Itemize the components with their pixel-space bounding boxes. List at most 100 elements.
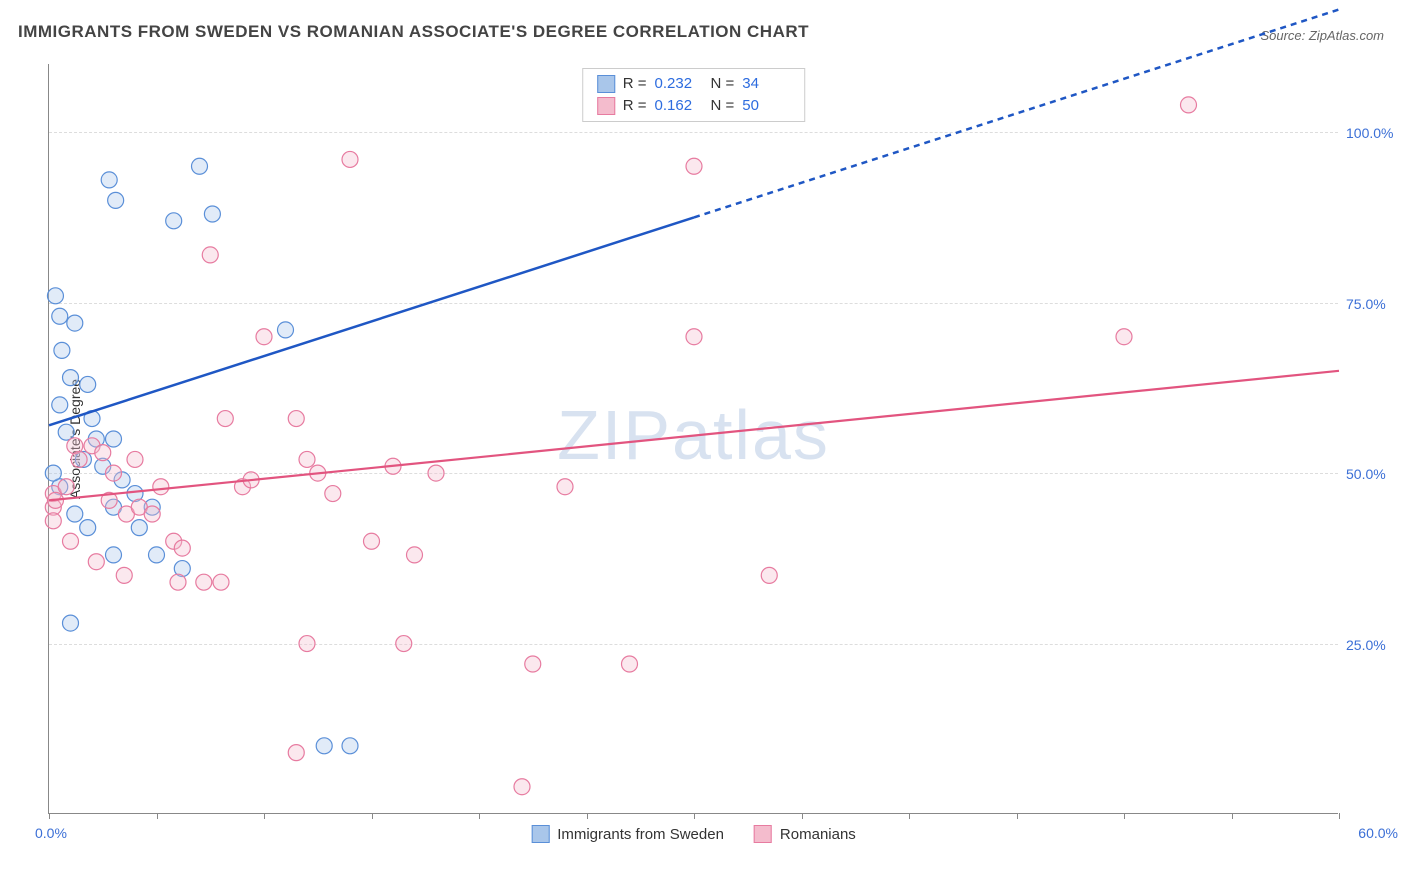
r-label: R = bbox=[623, 73, 647, 95]
x-tick bbox=[802, 813, 803, 819]
data-point bbox=[71, 451, 87, 467]
data-point bbox=[288, 745, 304, 761]
trendline-solid bbox=[49, 371, 1339, 501]
legend-label-romanians: Romanians bbox=[780, 826, 856, 843]
x-tick-label-min: 0.0% bbox=[35, 825, 67, 841]
y-tick-label: 50.0% bbox=[1346, 466, 1396, 482]
y-tick-label: 75.0% bbox=[1346, 296, 1396, 312]
data-point bbox=[106, 431, 122, 447]
stats-legend: R = 0.232 N = 34 R = 0.162 N = 50 bbox=[582, 68, 806, 122]
data-point bbox=[52, 308, 68, 324]
swatch-sweden bbox=[597, 75, 615, 93]
data-point bbox=[174, 540, 190, 556]
trendline-solid bbox=[49, 217, 694, 425]
x-tick bbox=[587, 813, 588, 819]
data-point bbox=[278, 322, 294, 338]
data-point bbox=[45, 513, 61, 529]
y-tick-label: 25.0% bbox=[1346, 637, 1396, 653]
data-point bbox=[63, 533, 79, 549]
r-label: R = bbox=[623, 95, 647, 117]
data-point bbox=[67, 506, 83, 522]
data-point bbox=[88, 554, 104, 570]
data-point bbox=[45, 465, 61, 481]
data-point bbox=[761, 567, 777, 583]
data-point bbox=[192, 158, 208, 174]
data-point bbox=[101, 172, 117, 188]
data-point bbox=[299, 636, 315, 652]
data-point bbox=[1181, 97, 1197, 113]
n-value-romanians: 50 bbox=[742, 95, 790, 117]
data-point bbox=[342, 738, 358, 754]
data-point bbox=[106, 547, 122, 563]
data-point bbox=[325, 486, 341, 502]
plot-area: Associate's Degree ZIPatlas 25.0%50.0%75… bbox=[48, 64, 1338, 814]
stats-row-sweden: R = 0.232 N = 34 bbox=[597, 73, 791, 95]
data-point bbox=[256, 329, 272, 345]
chart-title: IMMIGRANTS FROM SWEDEN VS ROMANIAN ASSOC… bbox=[18, 22, 809, 42]
x-tick bbox=[264, 813, 265, 819]
data-point bbox=[428, 465, 444, 481]
swatch-romanians bbox=[754, 825, 772, 843]
data-point bbox=[1116, 329, 1132, 345]
data-point bbox=[204, 206, 220, 222]
swatch-sweden bbox=[531, 825, 549, 843]
x-tick bbox=[1339, 813, 1340, 819]
data-point bbox=[116, 567, 132, 583]
data-point bbox=[288, 411, 304, 427]
data-point bbox=[407, 547, 423, 563]
n-label: N = bbox=[711, 95, 735, 117]
data-point bbox=[557, 479, 573, 495]
data-point bbox=[54, 342, 70, 358]
series-legend: Immigrants from Sweden Romanians bbox=[531, 825, 856, 843]
x-tick bbox=[1017, 813, 1018, 819]
legend-item-sweden: Immigrants from Sweden bbox=[531, 825, 724, 843]
x-tick bbox=[157, 813, 158, 819]
data-point bbox=[202, 247, 218, 263]
data-point bbox=[686, 158, 702, 174]
data-point bbox=[514, 779, 530, 795]
data-point bbox=[67, 315, 83, 331]
data-point bbox=[149, 547, 165, 563]
x-tick bbox=[49, 813, 50, 819]
data-point bbox=[166, 213, 182, 229]
data-point bbox=[299, 451, 315, 467]
data-point bbox=[364, 533, 380, 549]
x-tick bbox=[909, 813, 910, 819]
x-tick bbox=[479, 813, 480, 819]
data-point bbox=[396, 636, 412, 652]
data-point bbox=[144, 506, 160, 522]
data-point bbox=[63, 615, 79, 631]
data-point bbox=[58, 479, 74, 495]
data-point bbox=[80, 520, 96, 536]
legend-label-sweden: Immigrants from Sweden bbox=[557, 826, 724, 843]
x-tick bbox=[1232, 813, 1233, 819]
data-point bbox=[131, 520, 147, 536]
data-point bbox=[63, 370, 79, 386]
r-value-sweden: 0.232 bbox=[655, 73, 703, 95]
scatter-svg bbox=[49, 64, 1338, 813]
n-label: N = bbox=[711, 73, 735, 95]
data-point bbox=[170, 574, 186, 590]
x-tick bbox=[694, 813, 695, 819]
x-tick bbox=[372, 813, 373, 819]
x-tick-label-max: 60.0% bbox=[1358, 825, 1398, 841]
y-tick-label: 100.0% bbox=[1346, 125, 1396, 141]
data-point bbox=[153, 479, 169, 495]
data-point bbox=[127, 451, 143, 467]
swatch-romanians bbox=[597, 97, 615, 115]
data-point bbox=[525, 656, 541, 672]
data-point bbox=[95, 445, 111, 461]
data-point bbox=[686, 329, 702, 345]
data-point bbox=[622, 656, 638, 672]
legend-item-romanians: Romanians bbox=[754, 825, 856, 843]
data-point bbox=[108, 192, 124, 208]
source-attribution: Source: ZipAtlas.com bbox=[1260, 28, 1384, 43]
data-point bbox=[106, 465, 122, 481]
stats-row-romanians: R = 0.162 N = 50 bbox=[597, 95, 791, 117]
data-point bbox=[342, 151, 358, 167]
n-value-sweden: 34 bbox=[742, 73, 790, 95]
r-value-romanians: 0.162 bbox=[655, 95, 703, 117]
data-point bbox=[47, 288, 63, 304]
data-point bbox=[213, 574, 229, 590]
data-point bbox=[316, 738, 332, 754]
